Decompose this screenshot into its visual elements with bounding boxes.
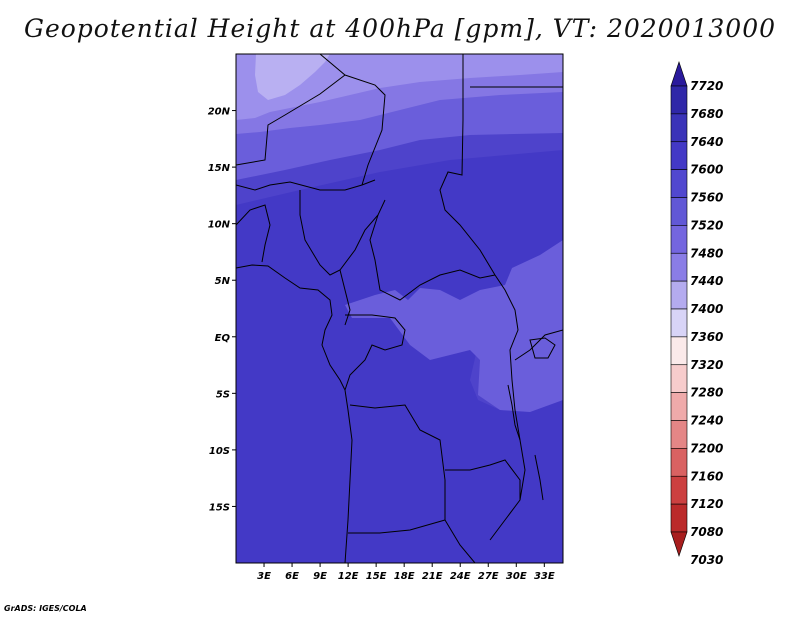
- lon-tick-label: 9E: [313, 571, 327, 582]
- lon-tick-label: 21E: [422, 571, 443, 582]
- colorbar-label: 7360: [690, 330, 723, 344]
- border-north-4: [236, 74, 346, 166]
- lon-tick-label: 33E: [534, 571, 555, 582]
- grads-credit: GrADS: IGES/COLA: [4, 604, 87, 613]
- longitude-axis: 3E 6E 9E 12E 15E 18E 21E 24E 27E 30E 33E: [257, 563, 555, 582]
- colorbar-swatch: [670, 252, 688, 282]
- colorbar-label: 7160: [690, 469, 723, 483]
- colorbar-label: 7600: [690, 163, 723, 177]
- colorbar-label: 7680: [690, 107, 723, 121]
- lat-tick-label: EQ: [215, 333, 231, 344]
- colorbar-swatch: [670, 61, 688, 87]
- colorbar-swatch: [670, 364, 688, 393]
- contour-field: [236, 54, 563, 563]
- lake-victoria: [529, 337, 556, 359]
- lon-tick-label: 12E: [338, 571, 359, 582]
- colorbar-label: 7720: [690, 79, 723, 93]
- colorbar-label: 7240: [690, 414, 723, 428]
- lat-tick-label: 5N: [215, 276, 231, 287]
- map-frame: [235, 53, 564, 564]
- lon-tick-label: 18E: [394, 571, 415, 582]
- lat-tick-label: 10N: [208, 220, 231, 231]
- colorbar-swatch: [670, 280, 688, 310]
- border-west-1: [236, 204, 271, 263]
- colorbar-label: 7520: [690, 218, 723, 232]
- border-east-lakes: [514, 329, 563, 361]
- colorbar-swatch: [670, 531, 688, 557]
- colorbar-swatch: [670, 475, 688, 505]
- border-cameroon: [339, 269, 351, 326]
- lon-tick-label: 6E: [285, 571, 299, 582]
- map-title: Geopotential Height at 400hPa [gpm], VT:…: [23, 14, 777, 43]
- colorbar-label: 7320: [690, 358, 723, 372]
- colorbar-swatch: [670, 308, 688, 338]
- lon-tick-label: 24E: [450, 571, 471, 582]
- contour-band-7600-east: [345, 240, 563, 412]
- lat-tick-label: 20N: [208, 107, 231, 118]
- lon-tick-label: 30E: [506, 571, 527, 582]
- colorbar: 7720 7680 7640 7600 7560 7520 7480 7440 7400 7360…: [670, 61, 723, 567]
- border-nigeria: [299, 190, 386, 276]
- border-angola: [349, 404, 476, 563]
- lon-tick-label: 15E: [366, 571, 387, 582]
- colorbar-swatch: [670, 503, 688, 533]
- colorbar-swatch: [670, 392, 688, 421]
- lat-tick-label: 5S: [216, 389, 230, 400]
- colorbar-swatch: [670, 113, 688, 143]
- colorbar-swatch: [670, 85, 688, 115]
- colorbar-label: 7440: [690, 274, 723, 288]
- colorbar-label: 7120: [690, 497, 723, 511]
- colorbar-label: 7560: [690, 191, 723, 205]
- colorbar-label: 7480: [690, 246, 723, 260]
- lat-tick-label: 10S: [209, 446, 230, 457]
- coastline-west-africa: [236, 264, 353, 563]
- colorbar-label: 7200: [690, 441, 723, 455]
- colorbar-label: 7640: [690, 135, 723, 149]
- colorbar-swatch: [670, 448, 688, 477]
- lon-tick-label: 27E: [478, 571, 499, 582]
- colorbar-label: 7030: [690, 553, 723, 567]
- colorbar-swatch: [670, 225, 688, 254]
- lake-malawi: [534, 454, 544, 501]
- border-angola-2: [348, 519, 446, 534]
- colorbar-label: 7080: [690, 525, 723, 539]
- contour-band-7440: [255, 54, 330, 100]
- lat-tick-label: 15N: [208, 163, 231, 174]
- lat-tick-label: 15S: [209, 502, 230, 513]
- border-sahel: [236, 179, 376, 191]
- country-borders: [236, 54, 563, 563]
- lake-tanganyika: [507, 384, 521, 441]
- colorbar-label: 7280: [690, 386, 723, 400]
- colorbar-label: 7400: [690, 302, 723, 316]
- colorbar-swatch: [670, 197, 688, 226]
- contour-band-7480: [236, 54, 563, 120]
- colorbar-swatch: [670, 420, 688, 449]
- border-zambia: [445, 459, 521, 541]
- border-congo: [344, 314, 406, 391]
- border-chad-car: [369, 214, 496, 301]
- border-north-2: [439, 54, 496, 276]
- colorbar-swatch: [670, 336, 688, 366]
- latitude-axis: 20N 15N 10N 5N EQ 5S 10S 15S: [208, 107, 236, 513]
- border-drc-east: [494, 274, 526, 501]
- colorbar-swatch: [670, 141, 688, 170]
- lon-tick-label: 3E: [257, 571, 271, 582]
- colorbar-swatch: [670, 169, 688, 198]
